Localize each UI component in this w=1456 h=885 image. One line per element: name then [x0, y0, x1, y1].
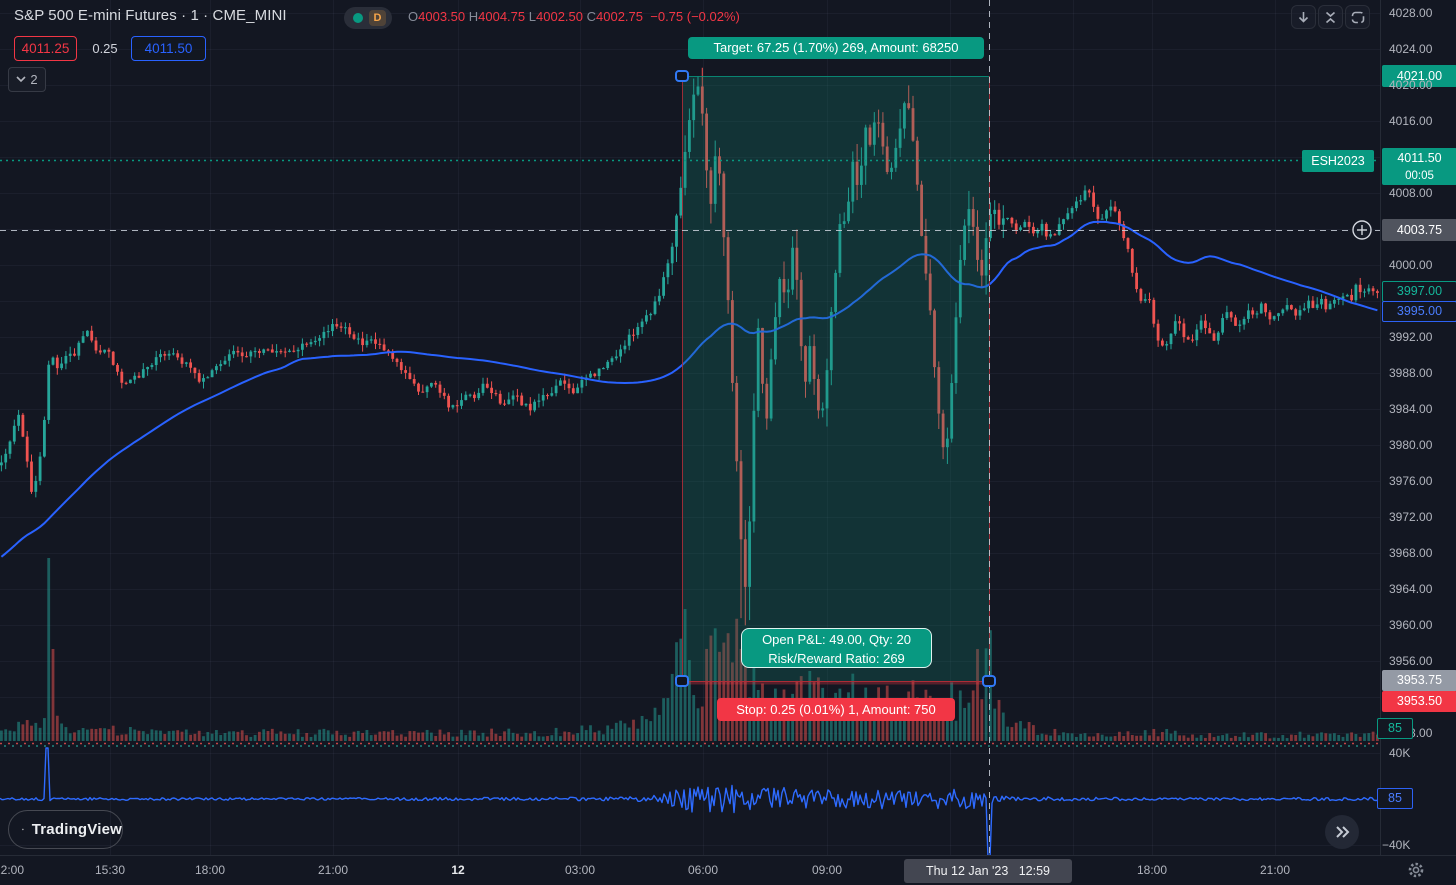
chevron-down-icon	[16, 76, 26, 83]
ma-line	[0, 220, 1378, 558]
price-tick: 3960.00	[1389, 618, 1433, 632]
symbol-title[interactable]: S&P 500 E-mini Futures · 1 · CME_MINI	[14, 7, 287, 24]
target-price-badge: 4021.00	[1382, 65, 1456, 87]
tradingview-logo-text: TradingView	[31, 821, 122, 838]
price-tick: 3980.00	[1389, 438, 1433, 452]
position-handle-top-left[interactable]	[675, 70, 689, 82]
price-tick: −40K	[1382, 838, 1411, 852]
upper-indicator-value-badge: 85	[1377, 718, 1413, 739]
price-tick: 4028.00	[1389, 6, 1433, 20]
maximize-icon	[1351, 11, 1364, 23]
symbol-status-toggle[interactable]: D	[344, 7, 392, 29]
price-tick: 3992.00	[1389, 330, 1433, 344]
time-tick: 21:00	[1259, 863, 1291, 877]
time-tick: 15:30	[94, 863, 126, 877]
close-price-badge: 3997.00	[1382, 281, 1456, 302]
spread-value: 0.25	[92, 41, 118, 56]
contract-badge: ESH2023	[1302, 150, 1374, 172]
price-lines	[0, 159, 1380, 747]
grid-lines	[0, 0, 1380, 855]
show-more-panes-button[interactable]	[1325, 815, 1359, 849]
price-chart-canvas[interactable]	[0, 0, 1380, 855]
position-handle-bottom-right[interactable]	[982, 675, 996, 687]
double-chevron-right-icon	[1336, 826, 1350, 838]
crosshair-plus-icon	[1352, 220, 1372, 240]
market-open-dot-icon	[353, 13, 363, 23]
time-tick: 12:00	[0, 863, 25, 877]
ohlc-readout: O4003.50 H4004.75 L4002.50 C4002.75 −0.7…	[408, 9, 740, 24]
price-tick: 4000.00	[1389, 258, 1433, 272]
stop-price-badge: 3953.50	[1382, 691, 1456, 712]
long-position-tool	[682, 76, 990, 685]
crosshair-time-badge: Thu 12 Jan '23 12:59	[904, 859, 1072, 883]
open-pnl-text: Open P&L: 49.00, Qty: 20	[762, 632, 911, 647]
scroll-down-button[interactable]	[1291, 5, 1316, 29]
lower-indicator-line	[0, 747, 1380, 855]
price-tick: 3972.00	[1389, 510, 1433, 524]
tradingview-logo[interactable]: TradingView	[8, 810, 123, 849]
time-tick: 12	[451, 863, 465, 877]
crosshair-price-badge: 4003.75	[1382, 219, 1456, 241]
tradingview-mark-icon	[22, 828, 24, 831]
price-tick: 3956.00	[1389, 654, 1433, 668]
time-tick: 03:00	[564, 863, 596, 877]
maximize-pane-button[interactable]	[1345, 5, 1370, 29]
buy-ask-button[interactable]: 4011.50	[131, 36, 206, 61]
position-stop-label[interactable]: Stop: 0.25 (0.01%) 1, Amount: 750	[717, 698, 955, 721]
price-tick: 3984.00	[1389, 402, 1433, 416]
time-tick: 09:00	[811, 863, 843, 877]
change-readout: −0.75 (−0.02%)	[650, 9, 740, 24]
last-price-countdown-badge: 4011.50 00:05	[1382, 148, 1456, 185]
position-pnl-label[interactable]: Open P&L: 49.00, Qty: 20 Risk/Reward Rat…	[741, 628, 932, 668]
timeframe-d-badge[interactable]: D	[369, 10, 386, 26]
price-tick: 4008.00	[1389, 186, 1433, 200]
gear-icon[interactable]	[1405, 859, 1427, 881]
price-tick: 4020.00	[1389, 78, 1433, 92]
arrow-down-icon	[1298, 11, 1309, 23]
time-tick: 18:00	[1136, 863, 1168, 877]
indicators-collapse-toggle[interactable]: 2	[8, 67, 46, 92]
risk-reward-text: Risk/Reward Ratio: 269	[768, 651, 905, 666]
candlestick-series	[0, 67, 1379, 626]
position-target-label[interactable]: Target: 67.25 (1.70%) 269, Amount: 68250	[688, 37, 984, 59]
time-tick: 18:00	[194, 863, 226, 877]
ma-price-badge: 3995.00	[1382, 301, 1456, 322]
lower-indicator-value-badge: 85	[1377, 788, 1413, 809]
crosshair	[0, 0, 1380, 855]
indicator-count: 2	[30, 72, 38, 87]
price-tick: 40K	[1389, 746, 1411, 760]
price-tick: 3964.00	[1389, 582, 1433, 596]
price-tick: 3968.00	[1389, 546, 1433, 560]
time-axis[interactable]: Thu 12 Jan '23 12:59 12:00 15:30 18:00 21:0…	[0, 855, 1456, 885]
time-tick: 21:00	[317, 863, 349, 877]
price-tick: 3976.00	[1389, 474, 1433, 488]
sell-bid-button[interactable]: 4011.25	[14, 36, 77, 61]
price-tick: 4016.00	[1389, 114, 1433, 128]
position-handle-bottom-left[interactable]	[675, 675, 689, 687]
price-tick: 4024.00	[1389, 42, 1433, 56]
collapse-pane-button[interactable]	[1318, 5, 1343, 29]
time-tick: 06:00	[687, 863, 719, 877]
entry-price-badge: 3953.75	[1382, 670, 1456, 691]
price-tick: 3988.00	[1389, 366, 1433, 380]
collapse-icon	[1325, 11, 1336, 23]
price-axis[interactable]: 4021.00 4011.50 00:05 4003.75 3997.00 39…	[1380, 0, 1456, 855]
